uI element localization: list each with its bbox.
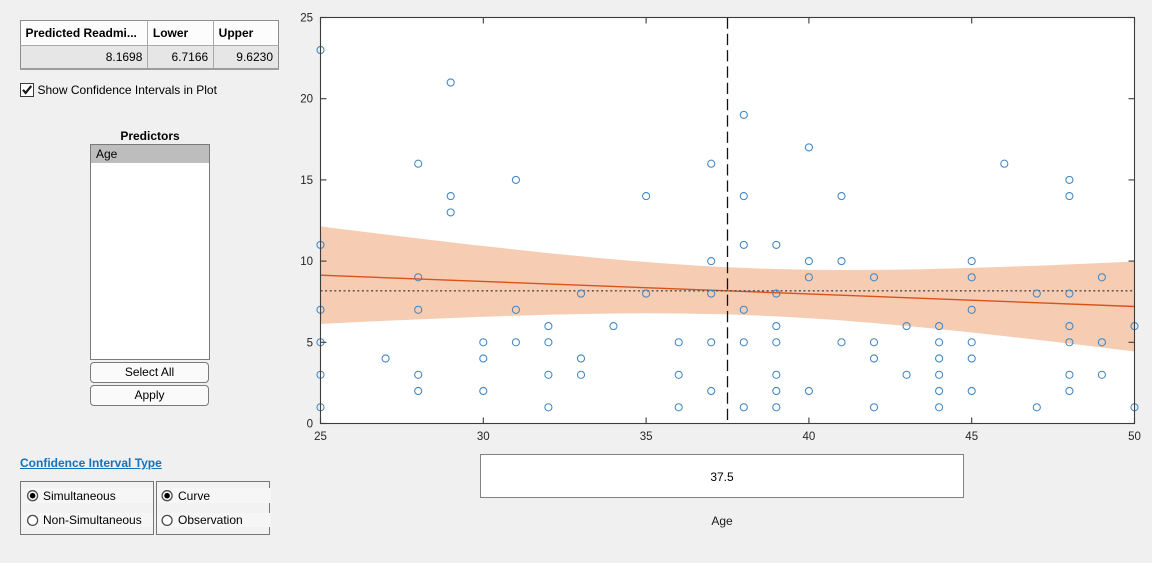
svg-text:45: 45 bbox=[965, 431, 978, 443]
svg-text:30: 30 bbox=[477, 431, 490, 443]
svg-text:20: 20 bbox=[300, 94, 313, 106]
svg-text:5: 5 bbox=[307, 337, 313, 349]
svg-text:40: 40 bbox=[803, 431, 816, 443]
svg-text:35: 35 bbox=[640, 431, 653, 443]
svg-text:50: 50 bbox=[1128, 431, 1141, 443]
svg-text:25: 25 bbox=[314, 431, 327, 443]
svg-text:0: 0 bbox=[307, 419, 313, 431]
svg-text:10: 10 bbox=[300, 256, 313, 268]
svg-text:15: 15 bbox=[300, 175, 313, 187]
svg-text:25: 25 bbox=[300, 13, 313, 25]
